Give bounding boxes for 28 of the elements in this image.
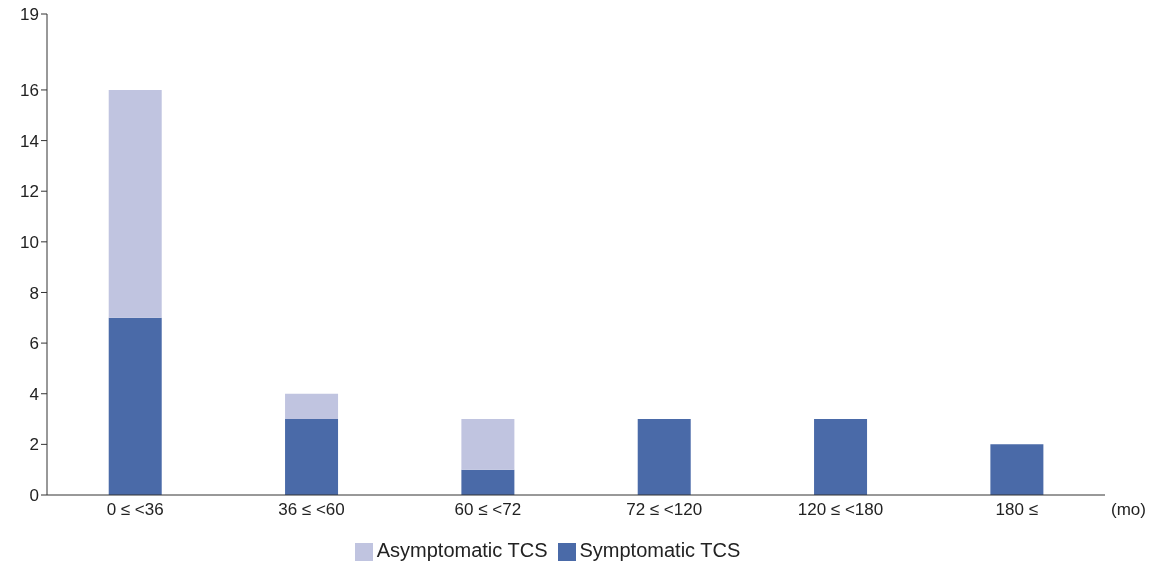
x-tick-label: 60 ≤ <72 — [454, 500, 522, 520]
y-tick-label: 6 — [29, 334, 39, 354]
x-tick-label: 36 ≤ <60 — [278, 500, 345, 520]
x-tick-label: 0 ≤ <36 — [106, 500, 164, 520]
bar — [285, 393, 339, 420]
y-tick-label: 10 — [20, 232, 39, 252]
legend-label: Asymptomatic TCS — [376, 539, 548, 561]
bar — [461, 419, 515, 470]
x-tick-label: 72 ≤ <120 — [626, 500, 703, 520]
bar — [637, 419, 691, 495]
x-tick-label: 120 ≤ <180 — [797, 500, 884, 520]
x-tick-label: 180 ≤ — [995, 500, 1039, 520]
bar — [108, 317, 162, 495]
y-tick-label: 4 — [29, 384, 39, 404]
bar — [285, 419, 339, 495]
bar — [990, 444, 1044, 495]
x-axis-title: (mo) — [1111, 500, 1146, 520]
y-tick-label: 2 — [29, 435, 39, 455]
y-tick-label: 8 — [29, 283, 39, 303]
y-tick-label: 12 — [20, 182, 39, 202]
legend-label: Symptomatic TCS — [579, 539, 741, 561]
bar — [814, 419, 868, 495]
y-tick-label: 16 — [20, 80, 39, 100]
y-tick-label: 14 — [20, 131, 39, 151]
y-tick-label: 19 — [20, 5, 39, 25]
bar — [461, 469, 515, 495]
y-tick-label: 0 — [29, 486, 39, 506]
bar — [108, 89, 162, 318]
